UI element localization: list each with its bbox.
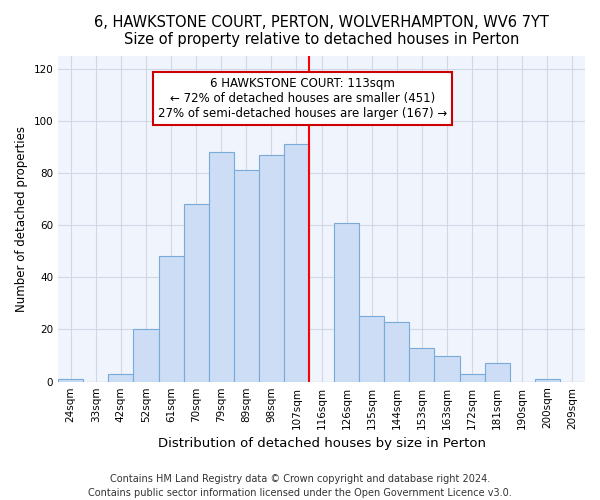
Bar bbox=[460, 374, 485, 382]
Title: 6, HAWKSTONE COURT, PERTON, WOLVERHAMPTON, WV6 7YT
Size of property relative to : 6, HAWKSTONE COURT, PERTON, WOLVERHAMPTO… bbox=[94, 15, 549, 48]
Bar bbox=[485, 364, 510, 382]
Y-axis label: Number of detached properties: Number of detached properties bbox=[15, 126, 28, 312]
Bar bbox=[109, 374, 133, 382]
Bar bbox=[133, 330, 158, 382]
Bar bbox=[184, 204, 209, 382]
Bar bbox=[234, 170, 259, 382]
Text: Contains HM Land Registry data © Crown copyright and database right 2024.
Contai: Contains HM Land Registry data © Crown c… bbox=[88, 474, 512, 498]
Bar bbox=[409, 348, 434, 382]
Bar bbox=[284, 144, 309, 382]
Text: 6 HAWKSTONE COURT: 113sqm
← 72% of detached houses are smaller (451)
27% of semi: 6 HAWKSTONE COURT: 113sqm ← 72% of detac… bbox=[158, 77, 448, 120]
Bar bbox=[359, 316, 385, 382]
Bar bbox=[434, 356, 460, 382]
Bar bbox=[385, 322, 409, 382]
Bar bbox=[58, 379, 83, 382]
Bar bbox=[334, 222, 359, 382]
Bar bbox=[259, 154, 284, 382]
Bar bbox=[209, 152, 234, 382]
Bar bbox=[158, 256, 184, 382]
X-axis label: Distribution of detached houses by size in Perton: Distribution of detached houses by size … bbox=[158, 437, 485, 450]
Bar bbox=[535, 379, 560, 382]
